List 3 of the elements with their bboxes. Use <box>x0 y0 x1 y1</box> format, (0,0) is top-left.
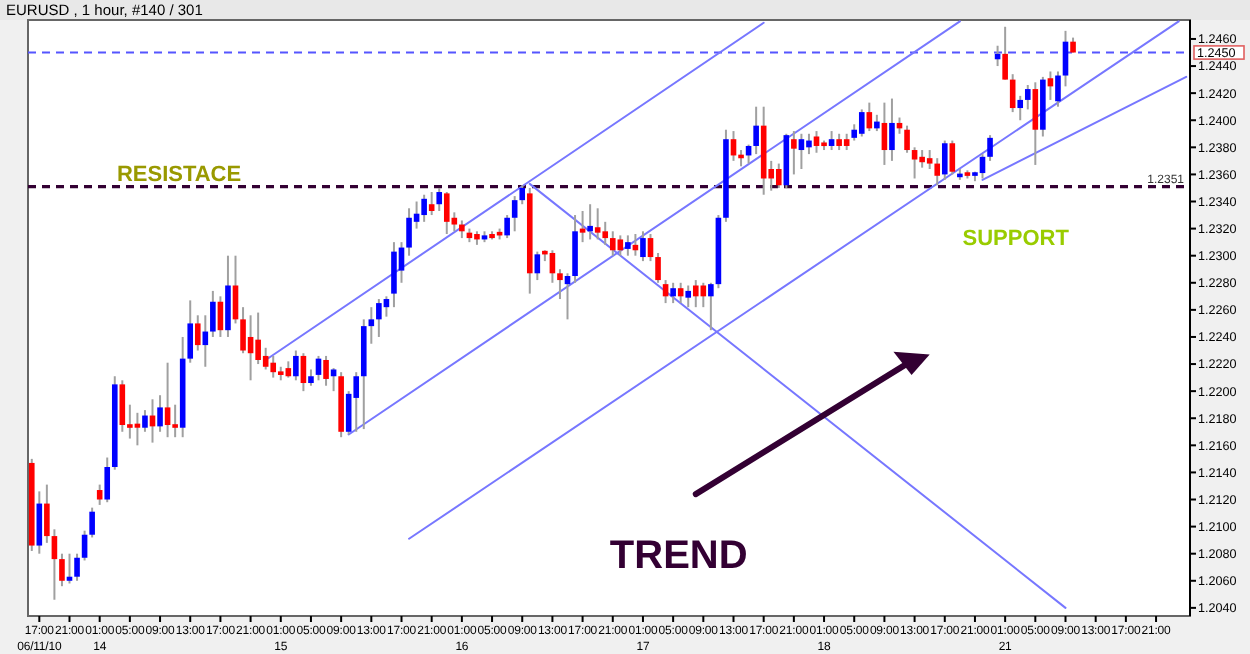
annotation: TREND <box>609 534 748 579</box>
annotation: RESISTACE <box>116 162 242 187</box>
annotation: SUPPORT <box>962 227 1070 252</box>
